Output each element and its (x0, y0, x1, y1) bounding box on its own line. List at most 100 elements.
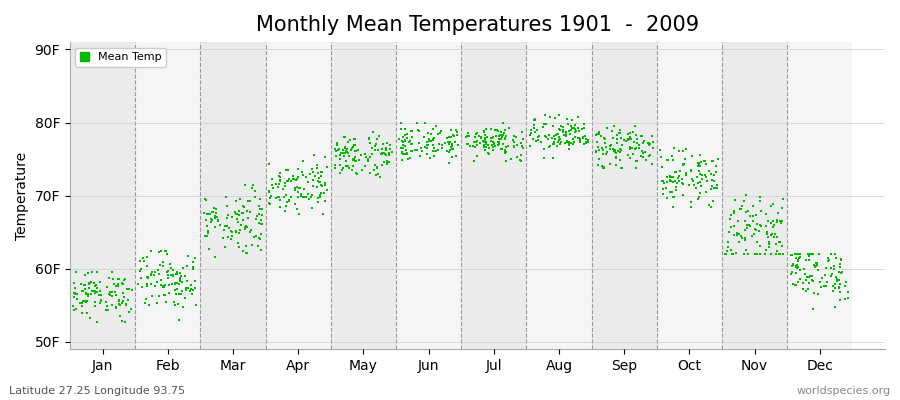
Point (476, 139, 491, 145)
Point (153, 261, 167, 268)
Point (90, 285, 104, 292)
Point (441, 160, 455, 166)
Point (444, 127, 458, 134)
Point (262, 188, 276, 195)
Point (734, 232, 748, 239)
Point (311, 175, 326, 181)
Point (365, 129, 380, 135)
Point (625, 144, 639, 151)
Point (318, 182, 332, 188)
Point (210, 214, 224, 220)
Point (445, 154, 459, 161)
Point (198, 196, 212, 202)
Point (342, 153, 356, 160)
Point (170, 280, 184, 286)
Point (392, 135, 407, 142)
Point (693, 158, 707, 165)
Point (302, 196, 317, 202)
Point (632, 142, 646, 149)
Point (379, 147, 393, 153)
Point (608, 154, 623, 160)
Point (209, 210, 223, 216)
Point (292, 194, 306, 200)
Point (610, 148, 625, 154)
Point (106, 281, 121, 287)
Point (147, 272, 161, 278)
Point (498, 136, 512, 143)
Point (318, 180, 332, 186)
Point (245, 185, 259, 191)
Point (201, 230, 215, 236)
Point (709, 182, 724, 188)
Point (531, 134, 545, 141)
Point (704, 171, 718, 178)
Point (435, 144, 449, 151)
Point (169, 290, 184, 297)
Point (541, 136, 555, 142)
Point (219, 194, 233, 200)
Point (284, 178, 299, 184)
Point (572, 136, 587, 143)
Point (623, 155, 637, 161)
Point (606, 135, 620, 141)
Point (279, 167, 293, 173)
Point (109, 304, 123, 310)
Point (275, 186, 290, 192)
Point (819, 265, 833, 272)
Point (330, 140, 345, 146)
Point (211, 217, 225, 223)
Point (238, 250, 253, 256)
Point (427, 135, 441, 142)
Point (552, 137, 566, 144)
Point (81, 281, 95, 288)
Point (337, 165, 351, 171)
Point (484, 134, 499, 141)
Point (788, 282, 802, 288)
Point (288, 185, 302, 192)
Point (241, 197, 256, 204)
Point (634, 152, 648, 159)
Point (94, 297, 108, 304)
Point (477, 143, 491, 150)
Point (721, 244, 735, 250)
Point (175, 278, 189, 285)
Point (812, 251, 826, 258)
Point (299, 174, 313, 181)
Point (420, 130, 435, 136)
Point (81, 285, 95, 291)
Point (656, 178, 670, 184)
Point (253, 196, 267, 202)
Point (427, 144, 441, 151)
Point (827, 285, 842, 291)
Point (109, 283, 123, 289)
Point (498, 146, 512, 153)
Point (399, 147, 413, 153)
Point (662, 173, 677, 179)
Point (177, 273, 192, 280)
Point (220, 223, 234, 229)
Point (741, 208, 755, 214)
Point (115, 280, 130, 286)
Point (441, 138, 455, 145)
Point (294, 168, 309, 175)
Point (793, 266, 807, 273)
Point (140, 263, 154, 269)
Point (698, 174, 713, 180)
Point (338, 145, 352, 152)
Point (802, 274, 816, 281)
Point (727, 232, 742, 238)
Point (396, 144, 410, 151)
Point (76, 282, 91, 289)
Point (203, 216, 218, 222)
Point (116, 290, 130, 296)
Point (499, 144, 513, 150)
Point (622, 129, 636, 136)
Point (529, 138, 544, 144)
Point (679, 172, 693, 178)
Point (791, 257, 806, 263)
Point (589, 148, 603, 154)
Point (832, 289, 847, 296)
Point (580, 140, 594, 146)
Point (536, 124, 550, 130)
Point (802, 257, 816, 263)
